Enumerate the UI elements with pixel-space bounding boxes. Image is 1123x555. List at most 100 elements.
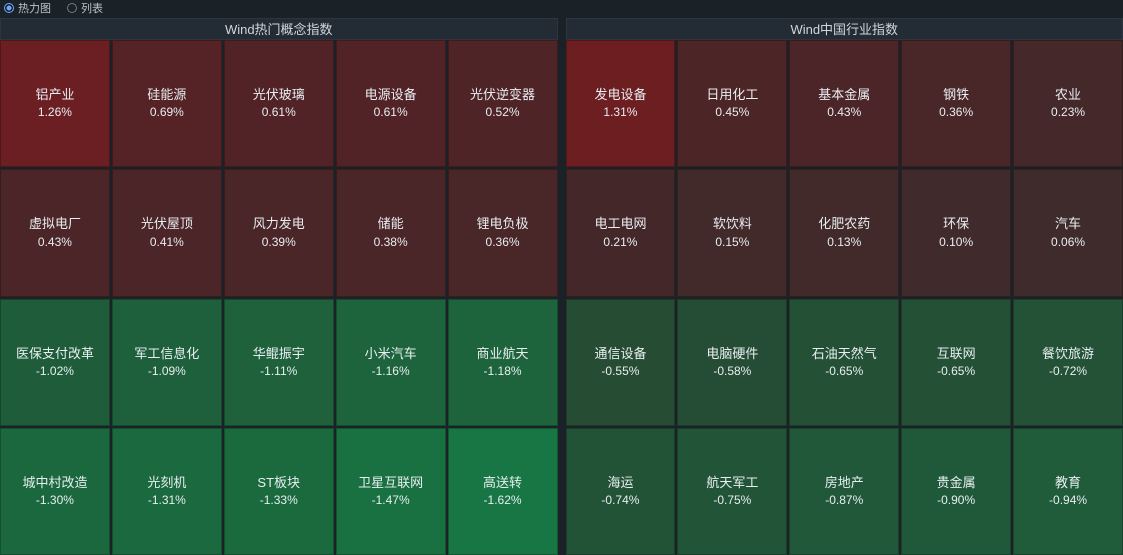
- tile-pct: 0.10%: [939, 234, 973, 251]
- tile-name: 城中村改造: [22, 474, 87, 492]
- tile-name: 教育: [1055, 474, 1081, 492]
- tile-name: 汽车: [1055, 215, 1081, 233]
- tile-pct: 1.31%: [603, 104, 637, 121]
- heatmap-tile[interactable]: 日用化工0.45%: [677, 40, 787, 167]
- tile-pct: 0.38%: [374, 234, 408, 251]
- tile-pct: 0.61%: [374, 104, 408, 121]
- radio-icon: [4, 3, 14, 13]
- heatmap-tile[interactable]: 餐饮旅游-0.72%: [1013, 299, 1123, 426]
- heatmap-tile[interactable]: 锂电负极0.36%: [448, 169, 558, 296]
- heatmap-tile[interactable]: 小米汽车-1.16%: [336, 299, 446, 426]
- tile-pct: -0.72%: [1049, 363, 1087, 380]
- tile-pct: 0.61%: [262, 104, 296, 121]
- tile-pct: -1.02%: [36, 363, 74, 380]
- tile-pct: -1.31%: [148, 492, 186, 509]
- heatmap-tile[interactable]: 光伏逆变器0.52%: [448, 40, 558, 167]
- heatmap-tile[interactable]: 基本金属0.43%: [789, 40, 899, 167]
- heatmap-tile[interactable]: 军工信息化-1.09%: [112, 299, 222, 426]
- heatmap-tile[interactable]: 光伏玻璃0.61%: [224, 40, 334, 167]
- heatmap-tile[interactable]: 互联网-0.65%: [901, 299, 1011, 426]
- heatmap-grid: 铝产业1.26%硅能源0.69%光伏玻璃0.61%电源设备0.61%光伏逆变器0…: [0, 40, 558, 555]
- heatmap-tile[interactable]: 商业航天-1.18%: [448, 299, 558, 426]
- heatmap-tile[interactable]: 汽车0.06%: [1013, 169, 1123, 296]
- tile-pct: -0.87%: [825, 492, 863, 509]
- tile-pct: -1.47%: [372, 492, 410, 509]
- option-label: 列表: [81, 0, 103, 16]
- tile-pct: 0.36%: [486, 234, 520, 251]
- heatmap-tile[interactable]: 硅能源0.69%: [112, 40, 222, 167]
- heatmap-tile[interactable]: 海运-0.74%: [566, 428, 676, 555]
- heatmap-tile[interactable]: 储能0.38%: [336, 169, 446, 296]
- heatmap-tile[interactable]: 钢铁0.36%: [901, 40, 1011, 167]
- heatmap-tile[interactable]: 卫星互联网-1.47%: [336, 428, 446, 555]
- view-option-list[interactable]: 列表: [67, 0, 103, 16]
- heatmap-tile[interactable]: 电脑硬件-0.58%: [677, 299, 787, 426]
- heatmap-tile[interactable]: 铝产业1.26%: [0, 40, 110, 167]
- tile-pct: 0.23%: [1051, 104, 1085, 121]
- tile-name: 软饮料: [713, 215, 752, 233]
- tile-pct: 1.26%: [38, 104, 72, 121]
- tile-name: 商业航天: [477, 345, 529, 363]
- tile-pct: -0.94%: [1049, 492, 1087, 509]
- heatmap-tile[interactable]: 电工电网0.21%: [566, 169, 676, 296]
- tile-name: 通信设备: [594, 345, 646, 363]
- heatmap-tile[interactable]: 石油天然气-0.65%: [789, 299, 899, 426]
- tile-name: 小米汽车: [365, 345, 417, 363]
- heatmap-tile[interactable]: 华鲲振宇-1.11%: [224, 299, 334, 426]
- tile-name: 海运: [607, 474, 633, 492]
- heatmap-tile[interactable]: 风力发电0.39%: [224, 169, 334, 296]
- tile-name: 电工电网: [594, 215, 646, 233]
- tile-pct: 0.41%: [150, 234, 184, 251]
- heatmap-tile[interactable]: 光刻机-1.31%: [112, 428, 222, 555]
- tile-name: 电脑硬件: [706, 345, 758, 363]
- tile-pct: -0.55%: [601, 363, 639, 380]
- heatmap-tile[interactable]: 航天军工-0.75%: [677, 428, 787, 555]
- tile-name: 光伏屋顶: [141, 215, 193, 233]
- tile-pct: -0.65%: [937, 363, 975, 380]
- tile-pct: 0.43%: [38, 234, 72, 251]
- tile-name: 储能: [378, 215, 404, 233]
- heatmap-tile[interactable]: 环保0.10%: [901, 169, 1011, 296]
- heatmap-grid: 发电设备1.31%日用化工0.45%基本金属0.43%钢铁0.36%农业0.23…: [566, 40, 1123, 555]
- heatmap-tile[interactable]: 电源设备0.61%: [336, 40, 446, 167]
- tile-pct: -1.30%: [36, 492, 74, 509]
- heatmap-tile[interactable]: 农业0.23%: [1013, 40, 1123, 167]
- heatmap-tile[interactable]: 软饮料0.15%: [677, 169, 787, 296]
- panel-title: Wind热门概念指数: [0, 18, 558, 40]
- tile-name: 光刻机: [147, 474, 186, 492]
- tile-name: 农业: [1055, 86, 1081, 104]
- view-option-heatmap[interactable]: 热力图: [4, 0, 51, 16]
- heatmap-tile[interactable]: 教育-0.94%: [1013, 428, 1123, 555]
- tile-name: 虚拟电厂: [29, 215, 81, 233]
- heatmap-tile[interactable]: 化肥农药0.13%: [789, 169, 899, 296]
- heatmap-tile[interactable]: 医保支付改革-1.02%: [0, 299, 110, 426]
- heatmap-tile[interactable]: 房地产-0.87%: [789, 428, 899, 555]
- tile-pct: -1.33%: [260, 492, 298, 509]
- tile-pct: -1.09%: [148, 363, 186, 380]
- tile-name: 餐饮旅游: [1042, 345, 1094, 363]
- tile-pct: -1.11%: [260, 363, 297, 380]
- panel-title: Wind中国行业指数: [566, 18, 1123, 40]
- tile-name: 石油天然气: [812, 345, 877, 363]
- tile-name: 环保: [943, 215, 969, 233]
- tile-name: 硅能源: [147, 86, 186, 104]
- heatmap-tile[interactable]: ST板块-1.33%: [224, 428, 334, 555]
- heatmap-tile[interactable]: 高送转-1.62%: [448, 428, 558, 555]
- tile-pct: 0.06%: [1051, 234, 1085, 251]
- tile-name: 华鲲振宇: [253, 345, 305, 363]
- tile-pct: 0.13%: [827, 234, 861, 251]
- tile-pct: 0.45%: [715, 104, 749, 121]
- heatmap-tile[interactable]: 虚拟电厂0.43%: [0, 169, 110, 296]
- heatmap-panel: Wind热门概念指数铝产业1.26%硅能源0.69%光伏玻璃0.61%电源设备0…: [0, 18, 558, 555]
- tile-pct: -0.58%: [713, 363, 751, 380]
- tile-pct: -1.16%: [372, 363, 410, 380]
- heatmap-tile[interactable]: 通信设备-0.55%: [566, 299, 676, 426]
- tile-pct: -1.62%: [484, 492, 522, 509]
- heatmap-tile[interactable]: 发电设备1.31%: [566, 40, 676, 167]
- tile-name: 铝产业: [35, 86, 74, 104]
- heatmap-tile[interactable]: 贵金属-0.90%: [901, 428, 1011, 555]
- heatmap-tile[interactable]: 城中村改造-1.30%: [0, 428, 110, 555]
- tile-pct: 0.36%: [939, 104, 973, 121]
- tile-pct: 0.21%: [603, 234, 637, 251]
- heatmap-tile[interactable]: 光伏屋顶0.41%: [112, 169, 222, 296]
